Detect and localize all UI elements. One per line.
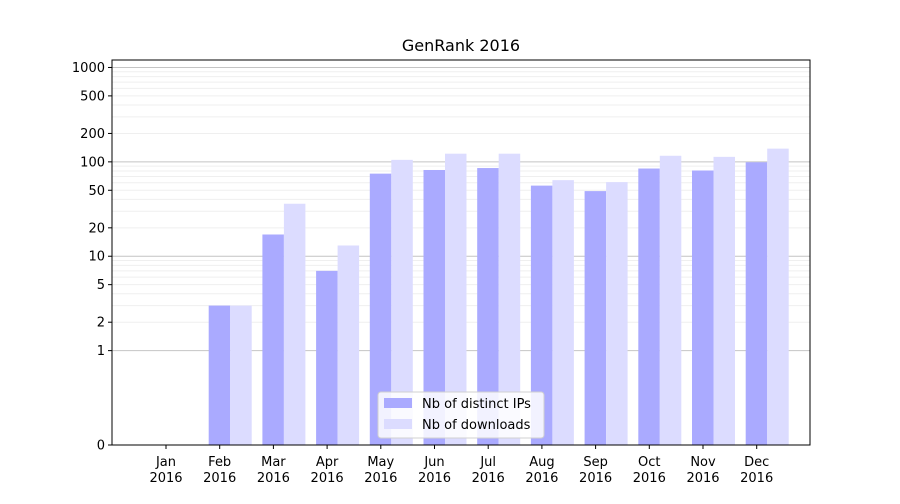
x-tick-label-year: 2016 [633, 471, 666, 486]
x-tick-label-year: 2016 [472, 471, 505, 486]
x-tick-label-month: Oct [638, 455, 660, 470]
bar-distinct-ips-mar [262, 234, 284, 445]
y-tick-label: 100 [80, 155, 105, 170]
x-tick-label-month: Jul [479, 455, 496, 470]
y-tick-label: 500 [80, 89, 105, 104]
y-tick-label: 5 [97, 278, 105, 293]
legend-label: Nb of downloads [422, 418, 531, 433]
y-tick-label: 1000 [72, 61, 105, 76]
plot-frame [111, 59, 811, 446]
bar-distinct-ips-sep [584, 191, 607, 445]
x-tick-label-year: 2016 [740, 471, 773, 486]
x-tick-label-month: Sep [583, 455, 608, 470]
x-tick-label-year: 2016 [203, 471, 236, 486]
bar-distinct-ips-apr [316, 270, 338, 445]
x-tick-label-year: 2016 [257, 471, 290, 486]
bar-distinct-ips-jul [477, 168, 499, 445]
x-tick-label-year: 2016 [525, 471, 558, 486]
x-tick-label-month: Nov [690, 455, 716, 470]
legend: Nb of distinct IPs Nb of downloads [377, 391, 545, 439]
x-tick-label-year: 2016 [418, 471, 451, 486]
legend-swatch [384, 419, 412, 429]
bar-downloads-dec [767, 148, 789, 445]
y-tick-label: 50 [88, 184, 105, 199]
y-axis: 0 1 2 5 10 20 50 100 200 500 1000 [72, 61, 112, 454]
x-tick-label-year: 2016 [311, 471, 344, 486]
legend-swatch [384, 398, 412, 408]
y-tick-label: 200 [80, 127, 105, 142]
y-tick-label: 2 [97, 316, 105, 331]
x-tick-label-month: Jan [155, 455, 176, 470]
bar-distinct-ips-oct [638, 168, 660, 445]
x-tick-label-month: Aug [529, 455, 554, 470]
y-tick-label: 20 [88, 221, 105, 236]
bar-distinct-ips-nov [692, 170, 714, 445]
x-tick-label-month: Jun [423, 455, 444, 470]
legend-label: Nb of distinct IPs [422, 397, 531, 412]
bar-downloads-may [391, 159, 413, 446]
chart-title: GenRank 2016 [402, 36, 520, 55]
legend-box [377, 391, 545, 439]
bar-distinct-ips-aug [530, 185, 553, 445]
y-tick-label: 0 [97, 439, 105, 454]
x-tick-label-year: 2016 [579, 471, 612, 486]
bars [208, 148, 789, 446]
x-tick-label-month: Apr [316, 455, 339, 470]
x-tick-label-year: 2016 [149, 471, 182, 486]
bar-downloads-jun [445, 153, 467, 445]
x-tick-label-year: 2016 [364, 471, 397, 486]
bar-distinct-ips-jun [423, 169, 445, 446]
bar-downloads-nov [713, 156, 735, 445]
x-tick-label-month: May [367, 455, 394, 470]
bar-downloads-aug [552, 180, 574, 445]
bar-distinct-ips-dec [745, 162, 768, 445]
bar-downloads-feb [230, 305, 252, 445]
bar-downloads-jul [498, 153, 521, 445]
y-tick-label: 1 [97, 344, 105, 359]
x-tick-label-year: 2016 [686, 471, 719, 486]
x-tick-label-month: Feb [208, 455, 231, 470]
x-axis: Jan2016Feb2016Mar2016Apr2016May2016Jun20… [149, 445, 773, 486]
bar-downloads-oct [659, 155, 682, 445]
x-tick-label-month: Mar [261, 455, 286, 470]
bar-downloads-mar [283, 203, 306, 445]
x-tick-label-month: Dec [744, 455, 769, 470]
bar-downloads-sep [606, 182, 628, 445]
bar-downloads-apr [337, 245, 360, 445]
bar-distinct-ips-may [369, 173, 392, 446]
y-tick-label: 10 [88, 250, 105, 265]
bar-distinct-ips-feb [208, 305, 231, 445]
